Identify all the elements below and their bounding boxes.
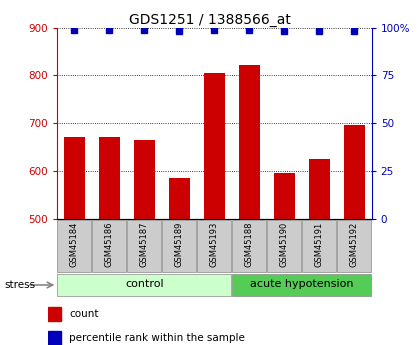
Text: GSM45186: GSM45186 bbox=[105, 222, 114, 267]
Text: GSM45187: GSM45187 bbox=[140, 222, 149, 267]
Text: GSM45193: GSM45193 bbox=[210, 222, 219, 267]
Text: control: control bbox=[125, 279, 163, 289]
Bar bbox=[274, 173, 295, 219]
Bar bbox=[239, 66, 260, 219]
Text: GSM45184: GSM45184 bbox=[70, 222, 79, 267]
Bar bbox=[64, 137, 85, 219]
Text: GDS1251 / 1388566_at: GDS1251 / 1388566_at bbox=[129, 13, 291, 27]
Bar bbox=[344, 125, 365, 219]
Text: GSM45190: GSM45190 bbox=[280, 222, 289, 267]
FancyBboxPatch shape bbox=[163, 220, 196, 272]
FancyBboxPatch shape bbox=[302, 220, 336, 272]
Bar bbox=[204, 72, 225, 219]
Bar bbox=[48, 307, 61, 321]
Text: GSM45192: GSM45192 bbox=[350, 222, 359, 267]
FancyBboxPatch shape bbox=[127, 220, 161, 272]
Bar bbox=[169, 178, 190, 219]
Text: GSM45189: GSM45189 bbox=[175, 222, 184, 267]
FancyBboxPatch shape bbox=[337, 220, 371, 272]
FancyBboxPatch shape bbox=[197, 220, 231, 272]
Text: stress: stress bbox=[4, 280, 35, 290]
Bar bbox=[309, 159, 330, 219]
FancyBboxPatch shape bbox=[232, 220, 266, 272]
Text: GSM45191: GSM45191 bbox=[315, 222, 324, 267]
FancyBboxPatch shape bbox=[58, 220, 91, 272]
Text: count: count bbox=[69, 309, 99, 319]
FancyBboxPatch shape bbox=[92, 220, 126, 272]
FancyBboxPatch shape bbox=[58, 274, 231, 296]
Text: acute hypotension: acute hypotension bbox=[250, 279, 354, 289]
FancyBboxPatch shape bbox=[232, 274, 371, 296]
Text: percentile rank within the sample: percentile rank within the sample bbox=[69, 333, 245, 343]
Bar bbox=[48, 331, 61, 345]
Text: GSM45188: GSM45188 bbox=[245, 222, 254, 267]
Bar bbox=[134, 140, 155, 219]
Bar bbox=[99, 137, 120, 219]
FancyBboxPatch shape bbox=[268, 220, 301, 272]
